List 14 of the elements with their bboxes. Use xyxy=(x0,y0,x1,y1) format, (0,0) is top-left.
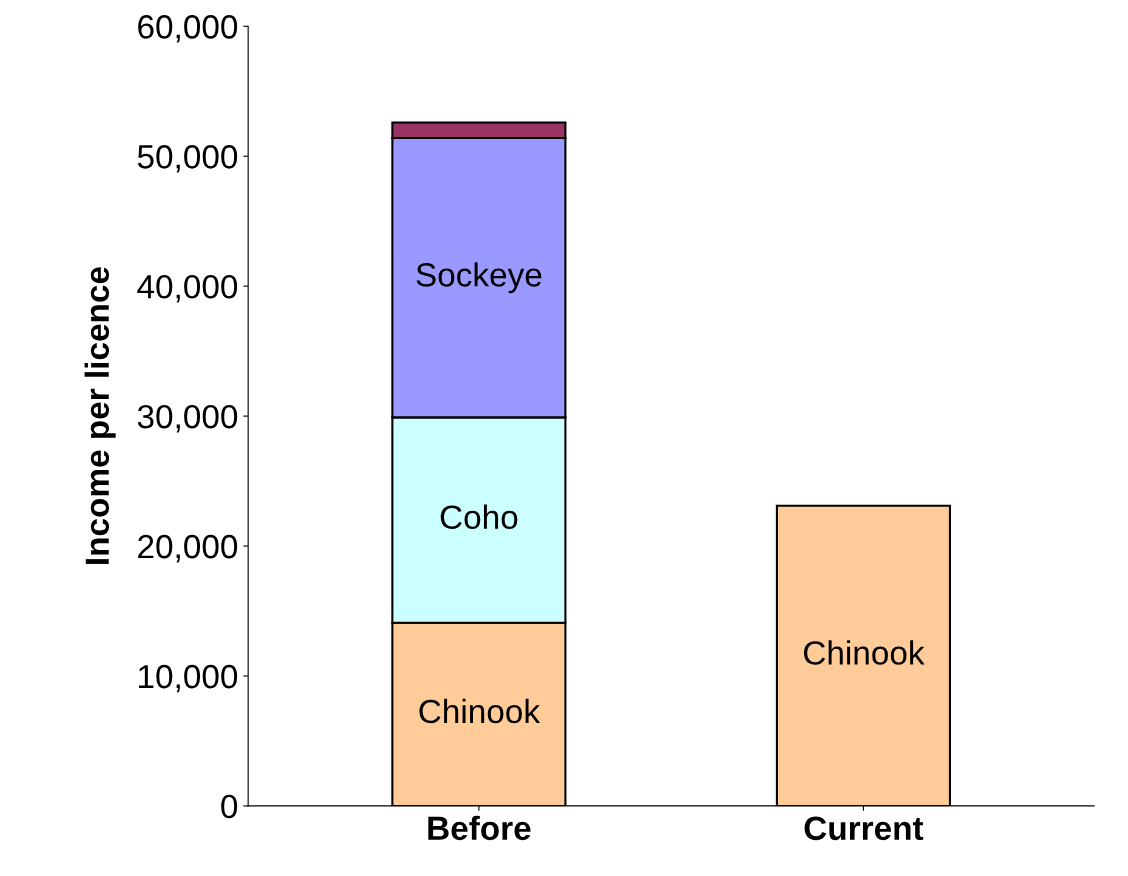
series-label: Coho xyxy=(440,504,518,529)
series-label: Chinook xyxy=(419,698,541,724)
x-tick-label: Current xyxy=(804,816,924,841)
y-tick-label: 20,000 xyxy=(138,534,238,563)
y-tick-label: 50,000 xyxy=(137,145,238,173)
y-tick-label: 30,000 xyxy=(137,404,238,433)
y-tick-label: 0 xyxy=(221,794,238,819)
y-tick-label: 40,000 xyxy=(137,274,238,303)
y-axis-title: Income per licence xyxy=(84,267,116,564)
text: Chinook xyxy=(803,640,925,665)
series-label: Sockeye xyxy=(416,262,542,294)
y-tick-label: 10,000 xyxy=(139,664,238,693)
y-tick-label: 60,000 xyxy=(138,15,238,43)
x-tick-label: Before xyxy=(428,815,531,841)
